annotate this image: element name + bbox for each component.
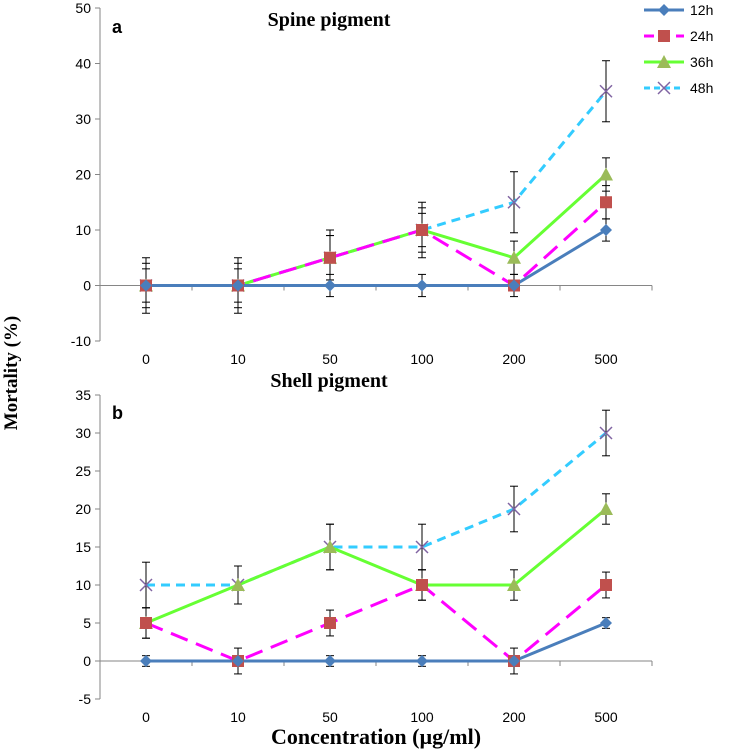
x-tick-label: 200 — [502, 709, 526, 725]
legend-item-12h: 12h — [644, 2, 713, 18]
data-point-12h — [232, 279, 244, 292]
x-tick-label: 200 — [502, 351, 526, 367]
data-point-12h — [140, 655, 152, 667]
data-point-12h — [232, 655, 244, 667]
data-point-48h — [599, 84, 613, 98]
x-tick-label: 50 — [322, 709, 338, 725]
data-point-24h — [600, 196, 612, 209]
data-point-48h — [139, 578, 153, 592]
x-tick-label: 500 — [594, 351, 618, 367]
data-point-12h — [140, 279, 152, 292]
legend-marker — [657, 81, 671, 95]
y-tick-label: 0 — [83, 278, 91, 294]
data-point-48h — [415, 540, 429, 554]
data-point-12h — [324, 655, 336, 667]
legend-label: 36h — [690, 54, 713, 70]
data-point-24h — [416, 579, 428, 591]
data-point-24h — [600, 579, 612, 591]
data-point-36h — [507, 250, 521, 264]
data-point-36h — [599, 167, 613, 181]
data-point-48h — [599, 426, 613, 440]
legend-marker — [657, 55, 671, 68]
series-line-48h — [146, 431, 607, 587]
legend-label: 48h — [690, 80, 713, 96]
data-point-36h — [231, 578, 245, 591]
x-tick-label: 100 — [410, 351, 434, 367]
y-tick-label: -5 — [79, 691, 92, 707]
data-point-12h — [416, 655, 428, 667]
series-line-24h — [145, 583, 607, 663]
data-point-12h — [324, 279, 336, 292]
legend-item-24h: 24h — [644, 28, 713, 44]
data-point-12h — [416, 279, 428, 292]
y-axis-label: Mortality (%) — [1, 316, 22, 430]
series-line-48h — [146, 90, 608, 287]
data-point-24h — [416, 224, 428, 236]
x-tick-label: 10 — [230, 709, 246, 725]
series-line-24h — [146, 201, 608, 288]
y-tick-label: 20 — [75, 167, 91, 183]
data-point-36h — [323, 540, 337, 553]
data-point-12h — [600, 617, 612, 629]
x-tick-label: 10 — [230, 351, 246, 367]
data-point-48h — [507, 502, 521, 516]
legend-item-48h: 48h — [644, 80, 713, 96]
panel-letter: a — [112, 17, 123, 37]
y-tick-label: 5 — [83, 615, 91, 631]
y-tick-label: 10 — [75, 577, 91, 593]
data-point-12h — [508, 279, 520, 292]
legend-label: 12h — [690, 2, 713, 18]
panel-letter: b — [112, 403, 123, 423]
y-tick-label: 10 — [75, 222, 91, 238]
x-tick-label: 100 — [410, 709, 434, 725]
data-point-48h — [507, 195, 521, 209]
y-tick-label: 30 — [75, 425, 91, 441]
y-tick-label: 40 — [75, 56, 91, 72]
data-point-36h — [599, 502, 613, 515]
legend: 12h 24h 36h 48h — [644, 2, 713, 96]
x-tick-label: 500 — [594, 709, 618, 725]
series-line-12h — [146, 621, 607, 663]
x-axis-label: Concentration (µg/ml) — [271, 724, 481, 749]
legend-marker — [658, 4, 670, 16]
x-tick-label: 0 — [142, 709, 150, 725]
series-line-36h — [145, 507, 607, 625]
data-point-12h — [600, 224, 612, 236]
data-point-36h — [507, 578, 521, 591]
series-line-12h — [146, 228, 607, 287]
data-point-24h — [140, 617, 152, 629]
y-tick-label: 35 — [75, 387, 91, 403]
series-line-36h — [146, 173, 608, 287]
panel-b-chart: -5 0 5 10 15 20 25 30 35 0 10 50 100 200 500 Shell pigm… — [75, 370, 653, 725]
y-tick-label: 30 — [75, 111, 91, 127]
y-tick-label: 25 — [75, 463, 91, 479]
y-tick-label: -10 — [71, 333, 91, 349]
y-tick-label: 20 — [75, 501, 91, 517]
data-point-24h — [324, 251, 336, 264]
x-tick-label: 0 — [142, 351, 150, 367]
x-tick-label: 50 — [322, 351, 338, 367]
y-tick-label: 15 — [75, 539, 91, 555]
panel-title: Spine pigment — [268, 9, 391, 31]
legend-marker — [658, 30, 670, 42]
data-point-12h — [508, 655, 520, 667]
y-tick-label: 0 — [83, 653, 91, 669]
legend-item-36h: 36h — [644, 54, 713, 70]
y-tick-label: 50 — [75, 0, 91, 16]
panel-title: Shell pigment — [270, 370, 388, 392]
legend-label: 24h — [690, 28, 713, 44]
data-point-24h — [324, 617, 336, 629]
